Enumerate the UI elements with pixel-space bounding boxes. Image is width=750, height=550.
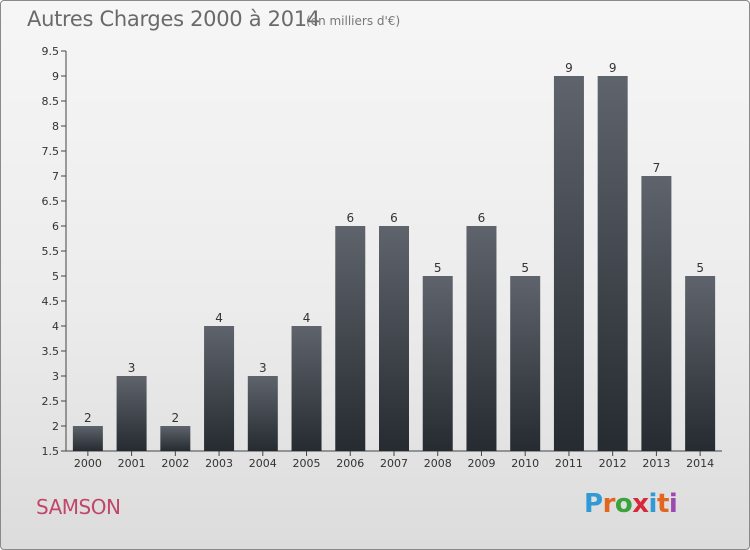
bar <box>422 276 453 451</box>
y-tick-label: 3 <box>52 370 59 383</box>
logo-letter: P <box>584 489 603 519</box>
y-tick-label: 6.5 <box>42 195 60 208</box>
data-label: 7 <box>653 161 661 175</box>
x-tick-label: 2013 <box>642 457 670 470</box>
bar <box>204 326 235 451</box>
bar <box>291 326 322 451</box>
y-tick-label: 8 <box>52 120 59 133</box>
data-label: 9 <box>565 61 573 75</box>
labels: 2000 2 2001 3 2002 2 2003 4 2004 3 2005 4 2006 6 2007 6… <box>74 61 714 470</box>
data-label: 6 <box>346 211 354 225</box>
x-tick-label: 2010 <box>511 457 539 470</box>
bar <box>641 176 672 451</box>
logo-letter: r <box>602 489 616 519</box>
proxiti-logo[interactable]: Proxiti <box>584 489 678 519</box>
logo-letter: t <box>656 489 669 519</box>
x-tick-label: 2005 <box>293 457 321 470</box>
y-tick-label: 1.5 <box>42 445 60 458</box>
chart-subtitle: (en milliers d'€) <box>306 14 401 28</box>
data-label: 3 <box>128 361 136 375</box>
x-tick-label: 2000 <box>74 457 102 470</box>
y-tick-label: 2.5 <box>42 395 60 408</box>
bar <box>160 426 191 451</box>
data-label: 3 <box>259 361 267 375</box>
y-tick-label: 9.5 <box>42 45 60 58</box>
y-tick-label: 6 <box>52 220 59 233</box>
bar <box>510 276 541 451</box>
data-label: 6 <box>478 211 486 225</box>
y-tick-label: 8.5 <box>42 95 60 108</box>
bar <box>116 376 147 451</box>
bar <box>685 276 716 451</box>
data-label: 5 <box>434 261 442 275</box>
bar <box>247 376 278 451</box>
x-tick-label: 2012 <box>599 457 627 470</box>
y-tick-label: 3.5 <box>42 345 60 358</box>
y-tick-label: 4.5 <box>42 295 60 308</box>
x-tick-label: 2009 <box>467 457 495 470</box>
x-tick-label: 2006 <box>336 457 364 470</box>
x-tick-label: 2011 <box>555 457 583 470</box>
bar <box>553 76 584 451</box>
x-tick-label: 2008 <box>424 457 452 470</box>
bars <box>72 76 716 451</box>
x-tick-label: 2007 <box>380 457 408 470</box>
data-label: 6 <box>390 211 398 225</box>
data-label: 2 <box>172 411 180 425</box>
town-name: SAMSON <box>36 495 121 519</box>
chart-title: Autres Charges 2000 à 2014 <box>27 7 320 31</box>
logo-letter: i <box>648 489 658 519</box>
y-tick-label: 9 <box>52 70 59 83</box>
x-tick-label: 2002 <box>161 457 189 470</box>
logo-letter: x <box>632 489 649 519</box>
x-tick-label: 2003 <box>205 457 233 470</box>
logo-letter: o <box>614 489 633 519</box>
data-label: 5 <box>696 261 704 275</box>
y-tick-label: 5 <box>52 270 59 283</box>
data-label: 2 <box>84 411 92 425</box>
data-label: 4 <box>303 311 311 325</box>
y-tick-label: 7 <box>52 170 59 183</box>
bar <box>379 226 409 451</box>
data-label: 4 <box>215 311 223 325</box>
bar <box>466 226 497 451</box>
bar <box>335 226 366 451</box>
x-tick-label: 2014 <box>686 457 714 470</box>
data-label: 9 <box>609 61 617 75</box>
bar <box>597 76 628 451</box>
x-tick-label: 2001 <box>118 457 146 470</box>
data-label: 5 <box>521 261 529 275</box>
y-tick-label: 5.5 <box>42 245 60 258</box>
y-tick-label: 7.5 <box>42 145 60 158</box>
x-tick-label: 2004 <box>249 457 277 470</box>
y-tick-label: 2 <box>52 420 59 433</box>
logo-letter: i <box>668 489 678 519</box>
y-tick-label: 4 <box>52 320 59 333</box>
bar <box>72 426 103 451</box>
